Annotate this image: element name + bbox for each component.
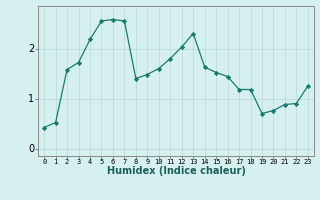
X-axis label: Humidex (Indice chaleur): Humidex (Indice chaleur)	[107, 166, 245, 176]
